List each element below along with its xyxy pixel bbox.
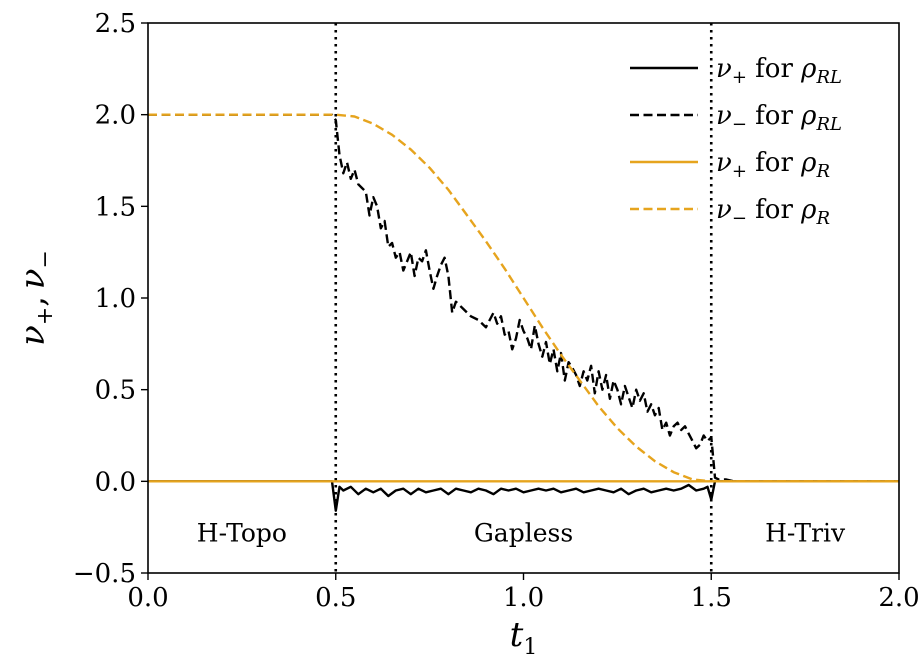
plot-area bbox=[334, 23, 713, 573]
y-tick-label-2: 0.5 bbox=[95, 376, 136, 406]
y-tick-label-6: 2.5 bbox=[95, 9, 136, 39]
y-tick-label-3: 1.0 bbox=[95, 284, 136, 314]
y-axis-label: ν+, ν− bbox=[13, 250, 58, 346]
legend-entry-2: ν+ for ρR bbox=[716, 148, 830, 182]
x-tick-label-2: 1.0 bbox=[503, 583, 544, 613]
series-line-0 bbox=[148, 480, 899, 512]
y-tick-label-1: 0.0 bbox=[95, 467, 136, 497]
y-tick-label-4: 1.5 bbox=[95, 192, 136, 222]
region-label-0: H-Topo bbox=[197, 519, 287, 548]
region-label-1: Gapless bbox=[474, 519, 573, 548]
axes: 0.0 0.5 1.0 1.5 2.0−0.50.00.51.01.52.02.5H-T… bbox=[13, 9, 920, 655]
x-tick-label-3: 1.5 bbox=[691, 583, 732, 613]
y-tick-label-0: −0.5 bbox=[73, 559, 136, 589]
x-tick-label-0: 0.0 bbox=[127, 583, 168, 613]
legend: ν+ for ρRL ν− for ρRL ν+ for ρR ν− for ρR bbox=[630, 54, 842, 229]
y-tick-label-5: 2.0 bbox=[95, 101, 136, 131]
series-lines bbox=[148, 113, 899, 512]
legend-entry-3: ν− for ρR bbox=[716, 195, 830, 229]
series-line-3 bbox=[148, 113, 899, 483]
x-axis-label: t1 bbox=[510, 615, 538, 655]
x-tick-label-1: 0.5 bbox=[315, 583, 356, 613]
legend-entry-1: ν− for ρRL bbox=[716, 101, 842, 135]
x-tick-label-4: 2.0 bbox=[878, 583, 919, 613]
region-label-2: H-Triv bbox=[765, 519, 846, 548]
series-line-1 bbox=[148, 113, 899, 483]
legend-entry-0: ν+ for ρRL bbox=[716, 54, 842, 88]
